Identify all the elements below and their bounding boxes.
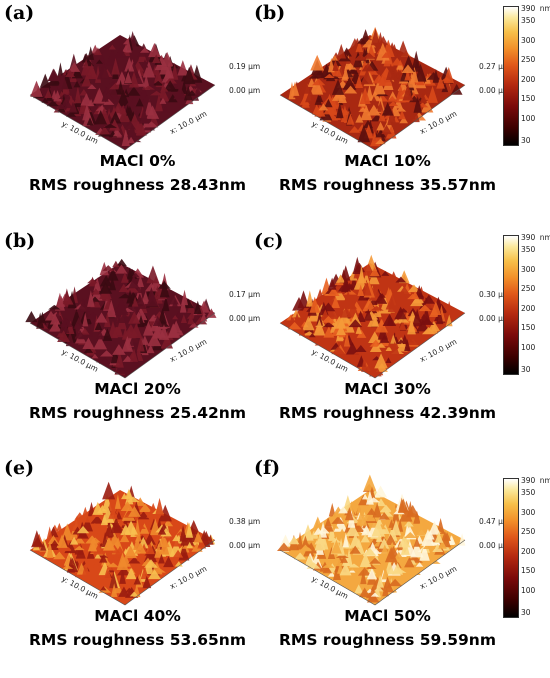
panel-c: (c) 0.30 µm 0.00 µm x: 10.0 µm y: 10.0 µm MAC…	[250, 228, 525, 451]
colorbar-gradient	[503, 478, 519, 618]
panel-a: (a) 0.19 µm 0.00 µm x: 10.0 µm y: 10.0 µm MAC…	[0, 0, 275, 223]
z-top-label: 0.27 µm	[479, 62, 511, 71]
z-top-label: 0.30 µm	[479, 290, 511, 299]
afm-surface	[279, 254, 466, 379]
colorbar-unit: nm	[539, 476, 550, 485]
panel-title: MACl 50%	[344, 607, 431, 625]
colorbar-tick: 250	[521, 55, 536, 64]
colorbar-tick: 250	[521, 284, 536, 293]
colorbar-tick: 100	[521, 342, 536, 352]
colorbar-tick: 390 nm	[521, 4, 550, 13]
colorbar-tick: 200	[521, 74, 536, 84]
colorbar-tick: 30	[521, 608, 531, 617]
colorbar-tick: 150	[521, 94, 536, 103]
rms-roughness: RMS roughness 25.42nm	[29, 404, 246, 422]
z-bottom-label: 0.00 µm	[479, 86, 511, 95]
colorbar-tick: 200	[521, 546, 536, 556]
panel-b: (b) 0.27 µm 0.00 µm x: 10.0 µm y: 10.0 µm MAC…	[250, 0, 525, 223]
panel-label: (b)	[254, 2, 286, 24]
afm-surface	[276, 474, 466, 606]
afm-surface	[29, 481, 216, 606]
panel-label: (c)	[254, 230, 284, 252]
afm-surface	[29, 31, 216, 151]
z-top-label: 0.17 µm	[229, 290, 261, 299]
z-top-label: 0.19 µm	[229, 62, 261, 71]
colorbar-tick: 250	[521, 527, 536, 536]
afm-surface	[279, 26, 466, 151]
colorbar-unit: nm	[539, 233, 550, 242]
colorbar-tick: 200	[521, 303, 536, 313]
z-bottom-label: 0.00 µm	[229, 541, 261, 550]
panel-label: (b)	[4, 230, 36, 252]
colorbar-tick: 300	[521, 264, 536, 274]
panel-label: (e)	[4, 457, 35, 479]
rms-roughness: RMS roughness 42.39nm	[279, 404, 496, 422]
colorbar-tick: 350	[521, 16, 536, 25]
colorbar-tick: 300	[521, 507, 536, 517]
z-bottom-label: 0.00 µm	[229, 314, 261, 323]
rms-roughness: RMS roughness 35.57nm	[279, 176, 496, 194]
afm-surface	[25, 258, 217, 379]
panel-label: (a)	[4, 2, 35, 24]
z-bottom-label: 0.00 µm	[479, 314, 511, 323]
colorbar-tick: 150	[521, 566, 536, 575]
colorbar-unit: nm	[539, 4, 550, 13]
colorbar-tick: 350	[521, 245, 536, 254]
rms-roughness: RMS roughness 53.65nm	[29, 631, 246, 649]
colorbar-gradient	[503, 6, 519, 146]
panel-title: MACl 40%	[94, 607, 181, 625]
colorbar-tick: 30	[521, 365, 531, 374]
z-bottom-label: 0.00 µm	[479, 541, 511, 550]
panel-title: MACl 20%	[94, 380, 181, 398]
panel-f: (f) 0.47 µm 0.00 µm x: 10.0 µm y: 10.0 µm MAC…	[250, 455, 525, 678]
panel-title: MACl 10%	[344, 152, 431, 170]
rms-roughness: RMS roughness 28.43nm	[29, 176, 246, 194]
colorbar-tick: 100	[521, 113, 536, 123]
colorbar-tick: 390 nm	[521, 476, 550, 485]
z-bottom-label: 0.00 µm	[229, 86, 261, 95]
rms-roughness: RMS roughness 59.59nm	[279, 631, 496, 649]
z-top-label: 0.47 µm	[479, 517, 511, 526]
colorbar-tick: 300	[521, 35, 536, 45]
panel-e: (e) 0.38 µm 0.00 µm x: 10.0 µm y: 10.0 µm MAC…	[0, 455, 275, 678]
colorbar-tick: 390 nm	[521, 233, 550, 242]
colorbar-tick: 30	[521, 136, 531, 145]
colorbar-tick: 100	[521, 585, 536, 595]
z-top-label: 0.38 µm	[229, 517, 261, 526]
colorbar-tick: 350	[521, 488, 536, 497]
panel-b-20: (b) 0.17 µm 0.00 µm x: 10.0 µm y: 10.0 µm MAC…	[0, 228, 275, 451]
panel-title: MACl 30%	[344, 380, 431, 398]
panel-title: MACl 0%	[99, 152, 176, 170]
colorbar-gradient	[503, 235, 519, 375]
colorbar-tick: 150	[521, 323, 536, 332]
panel-label: (f)	[254, 457, 281, 479]
